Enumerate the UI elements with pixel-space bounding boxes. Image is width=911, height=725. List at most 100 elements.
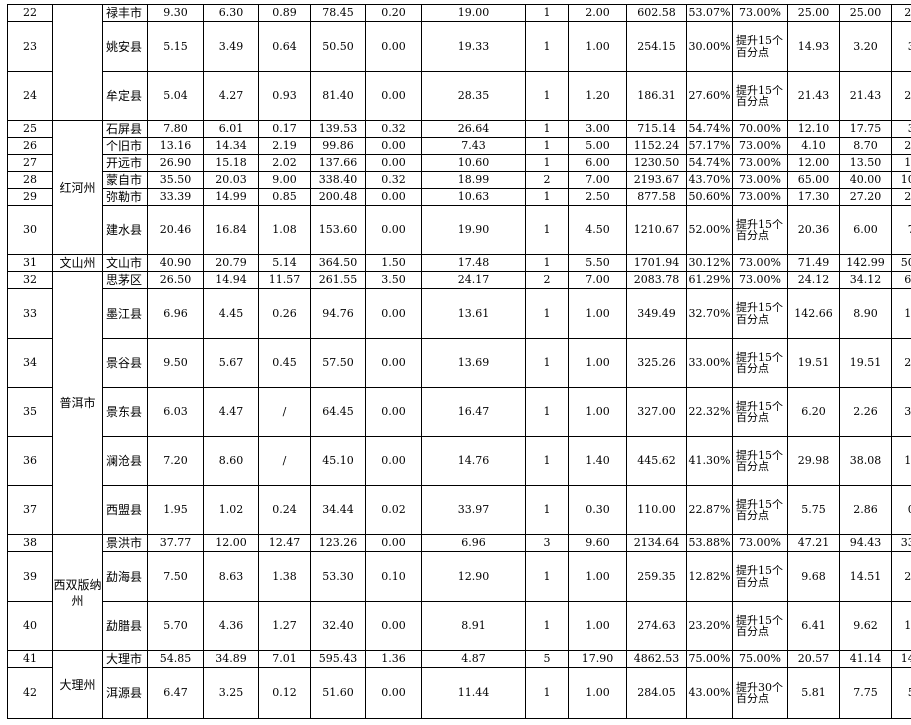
value-cell: 1 [525,338,569,388]
value-cell: 1.00 [568,21,627,72]
value-cell: 4.45 [203,288,259,339]
value-cell: 71.49 [787,254,840,272]
table-row: 32 普洱市 思茅区 26.50 14.94 11.57 261.55 3.50 24.17 2 7… [7,271,911,535]
value-cell: 186.31 [626,71,687,121]
value-cell: 4.47 [203,387,259,437]
value-cell: 20.36 [787,205,840,255]
value-cell: 1 [525,436,569,486]
value-cell: 1 [525,387,569,437]
table-row: 27 开远市 26.90 15.18 2.02 137.66 0.00 10.60 1 6.00 1… [7,154,911,172]
value-cell: 715.14 [626,120,687,138]
value-cell: 0.85 [258,188,311,206]
value-cell: 9.30 [147,4,204,22]
value-cell: 0.00 [365,21,422,72]
value-cell: 0.24 [258,485,311,535]
value-cell: 1.27 [258,601,311,651]
value-cell: 0.00 [365,387,422,437]
value-cell: 3.00 [568,120,627,138]
value-cell: 10.63 [421,188,526,206]
value-cell: 5.75 [787,485,840,535]
value-cell: 0.00 [365,601,422,651]
value-cell: 17.30 [787,188,840,206]
value-cell: 12.47 [258,534,311,552]
value-cell: 1.02 [203,485,259,535]
value-cell: 81.40 [310,71,366,121]
value-cell: 0.20 [365,4,422,22]
value-cell: 5.67 [203,338,259,388]
value-cell: 143.98 [891,650,911,668]
value-cell: 602.58 [626,4,687,22]
region-cell: 文山州 [52,254,103,272]
value-cell: 13.16 [147,137,204,155]
value-cell: 29.98 [787,436,840,486]
value-cell: 17.48 [421,254,526,272]
value-cell: 60.70 [891,271,911,289]
value-cell: 3 [525,534,569,552]
value-cell: 8.60 [203,436,259,486]
value-cell: 45.10 [310,436,366,486]
value-cell: 1210.67 [626,205,687,255]
value-cell: 41.14 [839,650,892,668]
value-cell: 0.00 [365,288,422,339]
table-body: 22 禄丰市 9.30 6.30 0.89 78.45 0.20 19.00 1 2.00 602.… [7,4,911,719]
value-cell: 33.00% [686,338,733,388]
value-cell: 提升15个百分点 [732,21,788,72]
value-cell: 1 [525,71,569,121]
row-number-cell: 24 [7,71,53,121]
value-cell: 3.66 [891,120,911,138]
value-cell: 1701.94 [626,254,687,272]
value-cell: 6.00 [568,154,627,172]
value-cell: 73.00% [732,254,788,272]
row-number-cell: 31 [7,254,53,272]
county-cell: 文山市 [102,254,148,272]
value-cell: 1.00 [568,667,627,719]
region-cell: 西双版纳州 [52,534,103,651]
value-cell: 1.00 [568,338,627,388]
row-number-cell: 25 [7,120,53,138]
value-cell: 19.51 [839,338,892,388]
value-cell: / [258,387,311,437]
value-cell: 500.45 [891,254,911,272]
value-cell: 5.81 [891,667,911,719]
value-cell: 110.00 [626,485,687,535]
value-cell: 14.93 [787,21,840,72]
value-cell: 提升15个百分点 [732,338,788,388]
value-cell: 6.01 [203,120,259,138]
value-cell: 24.12 [787,271,840,289]
value-cell: 0.10 [365,551,422,602]
value-cell: 7.50 [891,205,911,255]
value-cell: 提升15个百分点 [732,601,788,651]
value-cell: 142.66 [787,288,840,339]
value-cell: 2 [525,171,569,189]
value-cell: 142.99 [839,254,892,272]
value-cell: 7.01 [258,650,311,668]
value-cell: 274.63 [626,601,687,651]
value-cell: 7.75 [839,667,892,719]
value-cell: 0.64 [258,21,311,72]
row-number-cell: 34 [7,338,53,388]
value-cell: 28.58 [891,71,911,121]
value-cell: 139.53 [310,120,366,138]
county-cell: 蒙自市 [102,171,148,189]
value-cell: 24.17 [421,271,526,289]
value-cell: 330.49 [891,534,911,552]
value-cell: 19.90 [421,205,526,255]
value-cell: 19.00 [421,4,526,22]
row-number-cell: 30 [7,205,53,255]
value-cell: 0.45 [258,338,311,388]
value-cell: 6.30 [203,4,259,22]
row-number-cell: 23 [7,21,53,72]
value-cell: 21.43 [787,71,840,121]
value-cell: 54.85 [147,650,204,668]
value-cell: 5.70 [147,601,204,651]
value-cell: 43.00% [686,667,733,719]
value-cell: 27.20 [839,188,892,206]
value-cell: 65.00 [787,171,840,189]
value-cell: 364.50 [310,254,366,272]
region-cell: 红河州 [52,120,103,255]
value-cell: 8.63 [203,551,259,602]
value-cell: 1 [525,21,569,72]
value-cell: 40.00 [839,171,892,189]
value-cell: 6.96 [147,288,204,339]
table-row: 25 红河州 石屏县 7.80 6.01 0.17 139.53 0.32 26.64 1 3.00… [7,120,911,255]
